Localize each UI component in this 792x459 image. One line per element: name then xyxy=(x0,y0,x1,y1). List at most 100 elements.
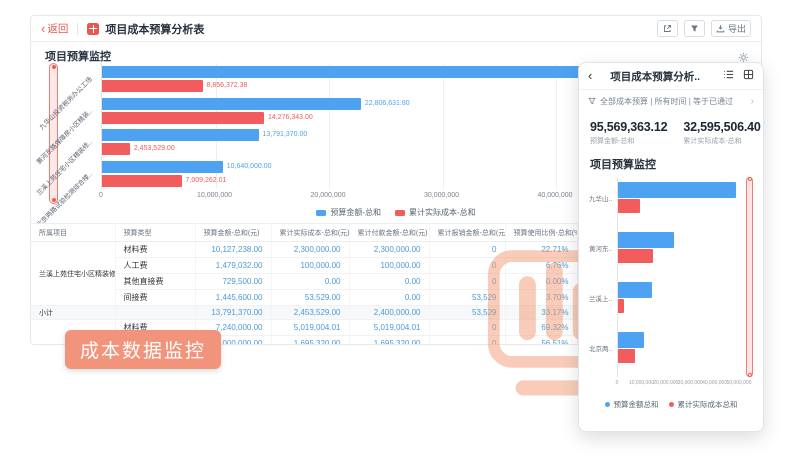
column-header: 累计实际成本-总和(元) xyxy=(271,223,350,242)
bar-segment[interactable] xyxy=(618,332,644,348)
grid-view-icon[interactable] xyxy=(743,67,754,85)
ratio-cell: 0.00% xyxy=(505,273,578,290)
budget-cell: 13,791,370.00 xyxy=(195,305,272,320)
export-button[interactable]: 导出 xyxy=(710,20,751,37)
main-chart-x-axis: 0 10,000,000 20,000,000 30,000,000 40,000,00… xyxy=(99,192,761,201)
legend-swatch xyxy=(316,209,327,216)
category-label: 北京两路试验检测综合楼.. xyxy=(35,170,94,229)
share-icon xyxy=(664,25,671,32)
bar-segment[interactable] xyxy=(618,199,640,213)
filter-button[interactable] xyxy=(683,20,705,37)
gridline xyxy=(442,63,444,189)
gridline xyxy=(215,63,217,189)
bar-segment[interactable] xyxy=(618,299,624,313)
type-cell: 其他直接费 xyxy=(115,273,196,290)
budget-cell: 729,500.00 xyxy=(195,273,272,290)
axis-tick-label: 10,000,000 xyxy=(196,192,233,199)
budget-cell: 10,127,238.00 xyxy=(195,241,272,258)
gear-icon[interactable] xyxy=(738,50,749,68)
bar-value-label: 8,856,372.38 xyxy=(206,82,248,89)
column-header: 预算金额-总和(元) xyxy=(195,223,272,242)
bar-segment[interactable] xyxy=(618,349,636,363)
bar-segment[interactable] xyxy=(102,160,223,173)
legend-label: 预算金额总和 xyxy=(613,400,659,409)
scrollbar-handle-bottom[interactable] xyxy=(747,373,752,377)
reimburse-cell: 0 xyxy=(429,257,506,274)
legend-item[interactable]: 预算金额总和 xyxy=(604,399,659,410)
bar-segment[interactable] xyxy=(102,174,182,187)
chevron-right-icon: › xyxy=(750,95,754,107)
legend-item[interactable]: 预算金额-总和 xyxy=(316,207,381,218)
bar-value-label: 22,806,631.80 xyxy=(364,99,410,107)
payment-cell: 5,019,004.01 xyxy=(349,319,430,336)
mini-chart-x-axis: 0 10,000,000 20,000,000 30,000,000 40,000,00… xyxy=(616,380,752,388)
report-icon xyxy=(87,22,100,35)
legend-item[interactable]: 累计实际成本总和 xyxy=(668,399,738,410)
mobile-back-button[interactable]: ‹ xyxy=(588,68,593,83)
scrollbar-handle-top[interactable] xyxy=(51,65,56,69)
list-view-icon[interactable] xyxy=(723,67,734,85)
legend-label: 累计实际成本-总和 xyxy=(409,208,476,217)
actual-cell: 5,019,004.01 xyxy=(271,319,350,336)
axis-tick-label: 40,000,000 xyxy=(702,380,728,386)
column-header: 累计报销金额-总和(元) xyxy=(429,223,506,242)
budget-cell: 3,000,000.00 xyxy=(195,335,272,344)
scrollbar-handle-bottom[interactable] xyxy=(51,198,56,202)
legend-label: 预算金额-总和 xyxy=(330,208,381,217)
mobile-filter-bar[interactable]: 全部成本预算 | 所有时间 | 等于已通过 › xyxy=(579,90,763,112)
bar-value-label: 2,453,529.00 xyxy=(133,145,175,152)
kpi-value: 95,569,363.12 xyxy=(590,120,668,134)
mobile-title: 项目成本预算分析.. xyxy=(610,70,701,83)
legend-dot xyxy=(604,402,610,407)
kpi-value: 32,595,506.40 xyxy=(683,120,761,134)
bar-segment[interactable] xyxy=(102,80,203,92)
chevron-left-icon: ‹ xyxy=(588,68,593,83)
mini-chart-scrollbar[interactable] xyxy=(746,177,753,377)
legend-item[interactable]: 累计实际成本-总和 xyxy=(395,207,476,218)
chart-section-title: 项目预算监控 xyxy=(45,51,111,63)
ratio-cell: 33.17% xyxy=(505,305,578,320)
bar-value-label: 14,276,343.00 xyxy=(268,113,313,121)
ratio-cell: 3.70% xyxy=(505,289,578,306)
axis-tick-label: 20,000,000 xyxy=(653,380,679,386)
bar-segment[interactable] xyxy=(618,232,674,248)
mini-chart-legend: 预算金额总和 累计实际成本总和 xyxy=(579,399,763,410)
axis-tick-label: 40,000,000 xyxy=(537,192,573,199)
payment-cell: 2,400,000.00 xyxy=(349,305,430,320)
column-header: 预算使用比例-总和(%) xyxy=(505,223,578,242)
bar-segment[interactable] xyxy=(102,129,259,141)
bar-segment[interactable] xyxy=(618,249,653,263)
back-label: 返回 xyxy=(47,23,69,35)
project-cell: 兰溪上苑住宅小区精装修第... xyxy=(31,241,116,306)
mini-chart-categories: 九华山.. 黄河东.. 兰溪上.. 北京两.. xyxy=(589,177,615,377)
bar-segment[interactable] xyxy=(102,66,651,78)
back-button[interactable]: ‹ 返回 xyxy=(41,21,68,36)
type-cell xyxy=(115,305,196,320)
scrollbar-handle-top[interactable] xyxy=(747,177,752,181)
chart-vertical-scrollbar[interactable] xyxy=(49,63,58,204)
payment-cell: 0.00 xyxy=(349,289,430,306)
ratio-cell: 56.51% xyxy=(505,335,578,344)
payment-cell: 1,695,320.00 xyxy=(349,335,430,344)
bar-segment[interactable] xyxy=(102,143,130,155)
share-button[interactable] xyxy=(656,20,678,37)
category-label: 黄河东.. xyxy=(589,246,613,253)
type-cell: 材料费 xyxy=(115,241,196,258)
kpi-budget: 95,569,363.12 预算金额-总和 xyxy=(590,120,668,146)
column-header: 累计付款金额-总和(元) xyxy=(349,223,430,242)
actual-cell: 1,695,320.00 xyxy=(271,335,350,344)
reimburse-cell: 53,529 xyxy=(429,289,506,306)
mobile-header: ‹ 项目成本预算分析.. xyxy=(579,63,763,90)
axis-tick-label: 20,000,000 xyxy=(310,192,346,199)
legend-dot xyxy=(668,402,674,407)
gridline xyxy=(556,63,557,189)
actual-cell: 2,453,529.00 xyxy=(271,305,350,320)
mini-chart: 九华山.. 黄河东.. 兰溪上.. 北京两.. 0 10,000,000 20,000,0… xyxy=(589,177,753,393)
bar-segment[interactable] xyxy=(102,111,265,124)
payment-cell: 100,000.00 xyxy=(349,257,430,274)
bar-segment[interactable] xyxy=(618,182,736,198)
bar-segment[interactable] xyxy=(618,282,652,298)
bar-segment[interactable] xyxy=(102,97,361,110)
gridline xyxy=(329,63,330,189)
